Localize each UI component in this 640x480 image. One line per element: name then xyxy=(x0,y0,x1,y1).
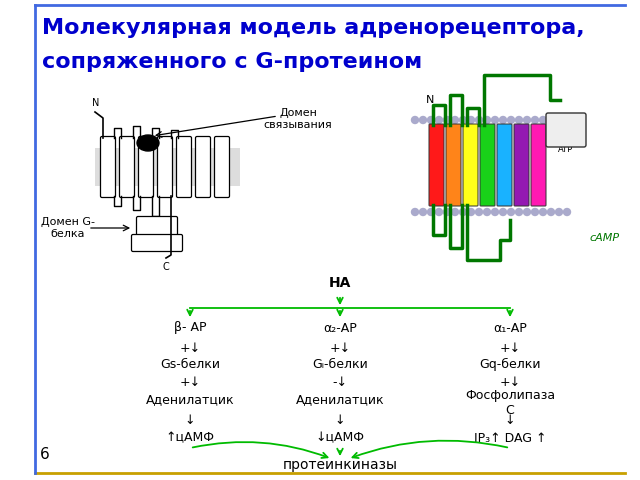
Text: ↓: ↓ xyxy=(505,413,515,427)
Text: ↓цАМФ: ↓цАМФ xyxy=(316,432,365,444)
FancyBboxPatch shape xyxy=(157,136,173,197)
FancyBboxPatch shape xyxy=(195,136,211,197)
Circle shape xyxy=(508,117,515,123)
Circle shape xyxy=(540,208,547,216)
FancyBboxPatch shape xyxy=(446,124,461,206)
Circle shape xyxy=(540,117,547,123)
Text: cAMP: cAMP xyxy=(590,233,620,243)
Circle shape xyxy=(412,117,419,123)
Circle shape xyxy=(460,117,467,123)
Text: сопряженного с G-протеином: сопряженного с G-протеином xyxy=(42,52,422,72)
Text: С: С xyxy=(506,404,515,417)
Circle shape xyxy=(476,117,483,123)
FancyBboxPatch shape xyxy=(214,136,230,197)
FancyBboxPatch shape xyxy=(531,124,546,206)
Text: α₁-АР: α₁-АР xyxy=(493,322,527,335)
Text: НА: НА xyxy=(329,276,351,290)
Text: +↓: +↓ xyxy=(499,341,520,355)
Circle shape xyxy=(467,117,474,123)
Circle shape xyxy=(476,208,483,216)
Text: ↓: ↓ xyxy=(335,413,345,427)
Ellipse shape xyxy=(137,135,159,151)
Text: Фосфолипаза: Фосфолипаза xyxy=(465,389,555,403)
Text: -↓: -↓ xyxy=(333,375,348,388)
Text: ↓: ↓ xyxy=(185,413,195,427)
Circle shape xyxy=(412,208,419,216)
Text: +↓: +↓ xyxy=(330,341,351,355)
FancyBboxPatch shape xyxy=(514,124,529,206)
Circle shape xyxy=(451,117,458,123)
Circle shape xyxy=(460,208,467,216)
Text: IP₃↑ DAG ↑: IP₃↑ DAG ↑ xyxy=(474,432,547,444)
Text: протеинкиназы: протеинкиназы xyxy=(282,458,397,472)
FancyBboxPatch shape xyxy=(120,136,134,197)
Text: ↑цАМФ: ↑цАМФ xyxy=(166,432,214,444)
FancyBboxPatch shape xyxy=(131,235,182,252)
Circle shape xyxy=(556,208,563,216)
Circle shape xyxy=(547,117,554,123)
Text: N: N xyxy=(92,98,100,108)
Text: Домен G-
белка: Домен G- белка xyxy=(41,217,95,239)
Circle shape xyxy=(515,117,522,123)
Circle shape xyxy=(428,117,435,123)
Circle shape xyxy=(435,117,442,123)
Circle shape xyxy=(556,117,563,123)
Text: Аденилатцик: Аденилатцик xyxy=(296,394,384,407)
Text: +↓: +↓ xyxy=(179,341,200,355)
Text: β- АР: β- АР xyxy=(173,322,206,335)
Circle shape xyxy=(547,208,554,216)
Circle shape xyxy=(419,208,426,216)
Bar xyxy=(95,148,240,186)
Text: 6: 6 xyxy=(40,447,50,462)
Text: Молекулярная модель адренорецептора,: Молекулярная модель адренорецептора, xyxy=(42,18,584,38)
Circle shape xyxy=(451,208,458,216)
Circle shape xyxy=(524,208,531,216)
Text: Gᵢ-белки: Gᵢ-белки xyxy=(312,358,368,371)
Text: Gq-белки: Gq-белки xyxy=(479,358,541,371)
FancyBboxPatch shape xyxy=(100,136,115,197)
Text: +↓: +↓ xyxy=(179,375,200,388)
FancyBboxPatch shape xyxy=(546,113,586,147)
Circle shape xyxy=(444,117,451,123)
Text: Gs-белки: Gs-белки xyxy=(160,358,220,371)
Circle shape xyxy=(428,208,435,216)
Circle shape xyxy=(524,117,531,123)
Circle shape xyxy=(492,208,499,216)
FancyBboxPatch shape xyxy=(429,124,444,206)
Text: +↓: +↓ xyxy=(499,375,520,388)
Circle shape xyxy=(435,208,442,216)
FancyBboxPatch shape xyxy=(136,216,177,236)
Circle shape xyxy=(515,208,522,216)
Circle shape xyxy=(563,117,570,123)
Circle shape xyxy=(531,208,538,216)
Text: N: N xyxy=(426,95,434,105)
Text: ATP: ATP xyxy=(558,145,573,155)
Circle shape xyxy=(483,117,490,123)
Circle shape xyxy=(492,117,499,123)
Text: α₂-АР: α₂-АР xyxy=(323,322,357,335)
FancyBboxPatch shape xyxy=(480,124,495,206)
FancyBboxPatch shape xyxy=(138,136,154,197)
Circle shape xyxy=(483,208,490,216)
FancyBboxPatch shape xyxy=(177,136,191,197)
Circle shape xyxy=(499,117,506,123)
Circle shape xyxy=(444,208,451,216)
Text: AC: AC xyxy=(559,125,573,135)
Text: Домен
связывания: Домен связывания xyxy=(264,108,332,131)
Circle shape xyxy=(467,208,474,216)
FancyBboxPatch shape xyxy=(497,124,512,206)
Circle shape xyxy=(563,208,570,216)
Text: Аденилатцик: Аденилатцик xyxy=(146,394,234,407)
FancyBboxPatch shape xyxy=(463,124,478,206)
Text: C: C xyxy=(163,262,170,272)
Circle shape xyxy=(499,208,506,216)
Circle shape xyxy=(531,117,538,123)
Circle shape xyxy=(508,208,515,216)
Circle shape xyxy=(419,117,426,123)
